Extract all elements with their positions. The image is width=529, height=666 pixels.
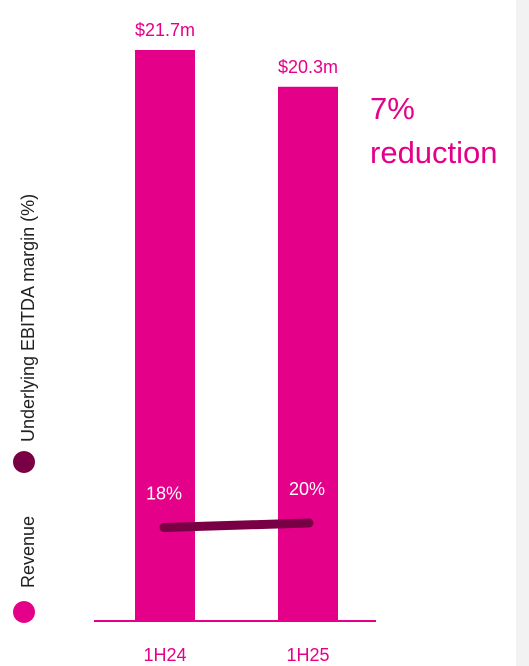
annotation-percent: 7% — [370, 91, 415, 126]
margin-label-1h24: 18% — [146, 484, 182, 504]
right-edge-strip — [516, 0, 529, 666]
legend-swatch-revenue — [13, 601, 35, 623]
annotation-text: reduction — [370, 135, 498, 170]
margin-line-layer: 18% 20% — [146, 479, 325, 532]
legend-label-margin: Underlying EBITDA margin (%) — [18, 194, 38, 442]
legend-swatch-margin — [13, 451, 35, 473]
x-ticks-layer: 1H24 1H25 — [143, 645, 329, 665]
bar-1h24 — [135, 50, 195, 620]
bar-label-1h25: $20.3m — [278, 57, 338, 77]
x-tick-1h25: 1H25 — [286, 645, 329, 665]
bar-labels-layer: $21.7m $20.3m — [135, 20, 338, 77]
margin-label-1h25: 20% — [289, 479, 325, 499]
margin-series-line — [159, 518, 314, 532]
x-tick-1h24: 1H24 — [143, 645, 186, 665]
bar-label-1h24: $21.7m — [135, 20, 195, 40]
bar-1h25 — [278, 86, 338, 621]
legend-label-revenue: Revenue — [18, 516, 38, 588]
bars-layer — [135, 50, 338, 621]
legend: Revenue Underlying EBITDA margin (%) — [13, 194, 38, 623]
